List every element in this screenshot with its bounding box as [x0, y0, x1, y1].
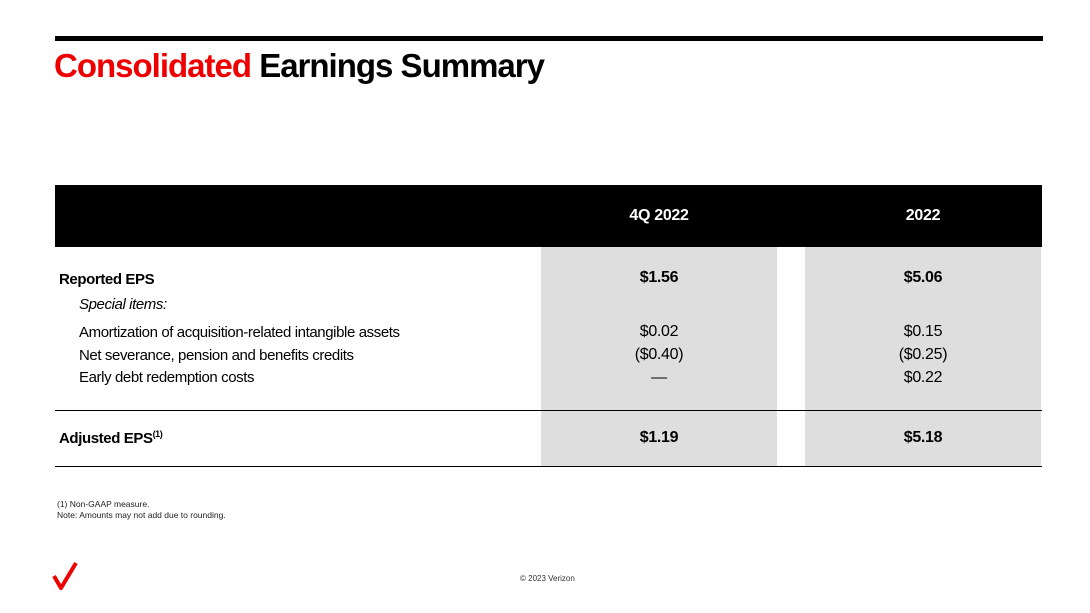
amortization-2022: $0.15 — [903, 323, 943, 340]
title-accent-word: Consolidated — [54, 47, 252, 84]
table-divider — [55, 410, 1042, 411]
table-header — [55, 185, 1042, 247]
net-severance-4q: ($0.40) — [634, 346, 684, 363]
early-debt-redemption-4q: — — [651, 369, 667, 386]
copyright: © 2023 Verizon — [520, 574, 575, 583]
footnote-non-gaap: (1) Non-GAAP measure. — [57, 499, 150, 509]
reported-eps-4q: $1.56 — [639, 269, 679, 286]
title-rest: Earnings Summary — [259, 47, 545, 84]
column-shade-2022-top — [805, 247, 1041, 410]
row-label-amortization: Amortization of acquisition-related inta… — [79, 324, 400, 341]
row-label-early-debt-redemption: Early debt redemption costs — [79, 369, 255, 386]
table-bottom-rule — [55, 466, 1042, 467]
column-header-2022: 2022 — [905, 207, 941, 224]
adjusted-eps-label: Adjusted EPS — [59, 430, 153, 447]
row-label-special-items: Special items: — [79, 296, 167, 313]
page-title: Consolidated Earnings Summary — [54, 47, 545, 84]
net-severance-2022: ($0.25) — [898, 346, 948, 363]
reported-eps-2022: $5.06 — [903, 269, 943, 286]
footnote-rounding: Note: Amounts may not add due to roundin… — [57, 510, 226, 520]
adjusted-eps-2022: $5.18 — [903, 429, 943, 446]
column-header-4q-2022: 4Q 2022 — [629, 207, 689, 224]
early-debt-redemption-2022: $0.22 — [903, 369, 943, 386]
column-shade-4q-top — [541, 247, 777, 410]
row-label-adjusted-eps: Adjusted EPS(1) — [59, 429, 163, 448]
row-label-net-severance: Net severance, pension and benefits cred… — [79, 347, 354, 364]
footnote-marker: (1) — [152, 429, 163, 439]
footnotes: (1) Non-GAAP measure. Note: Amounts may … — [57, 499, 226, 521]
column-shade-4q-bottom — [541, 411, 777, 466]
adjusted-eps-4q: $1.19 — [639, 429, 679, 446]
top-rule — [55, 36, 1043, 41]
amortization-4q: $0.02 — [639, 323, 679, 340]
column-shade-2022-bottom — [805, 411, 1041, 466]
row-label-reported-eps: Reported EPS — [59, 271, 155, 288]
verizon-checkmark-icon — [52, 562, 78, 590]
